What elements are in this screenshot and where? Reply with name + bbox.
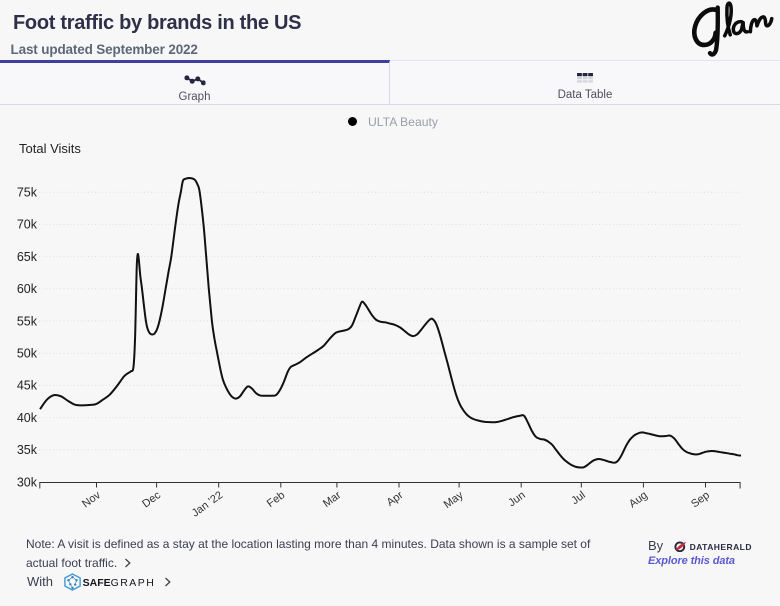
svg-text:Aug: Aug [627,489,650,510]
svg-text:45k: 45k [17,379,38,393]
svg-text:70k: 70k [17,218,38,232]
svg-text:40k: 40k [17,411,38,425]
svg-text:35k: 35k [17,443,38,457]
svg-text:30k: 30k [17,475,38,489]
svg-text:Jun: Jun [506,489,527,509]
svg-text:Sep: Sep [689,489,712,510]
svg-text:Nov: Nov [80,489,103,511]
svg-text:50k: 50k [17,347,38,361]
svg-text:75k: 75k [17,186,38,200]
svg-text:Jul: Jul [569,489,587,507]
svg-text:55k: 55k [17,314,38,328]
svg-text:May: May [442,489,466,511]
svg-text:Dec: Dec [140,489,163,511]
svg-text:Mar: Mar [321,489,344,510]
svg-text:Jan '22: Jan '22 [190,489,225,519]
svg-text:65k: 65k [17,250,38,264]
svg-text:Apr: Apr [385,489,406,509]
svg-text:60k: 60k [17,282,38,296]
svg-text:Feb: Feb [265,489,287,510]
